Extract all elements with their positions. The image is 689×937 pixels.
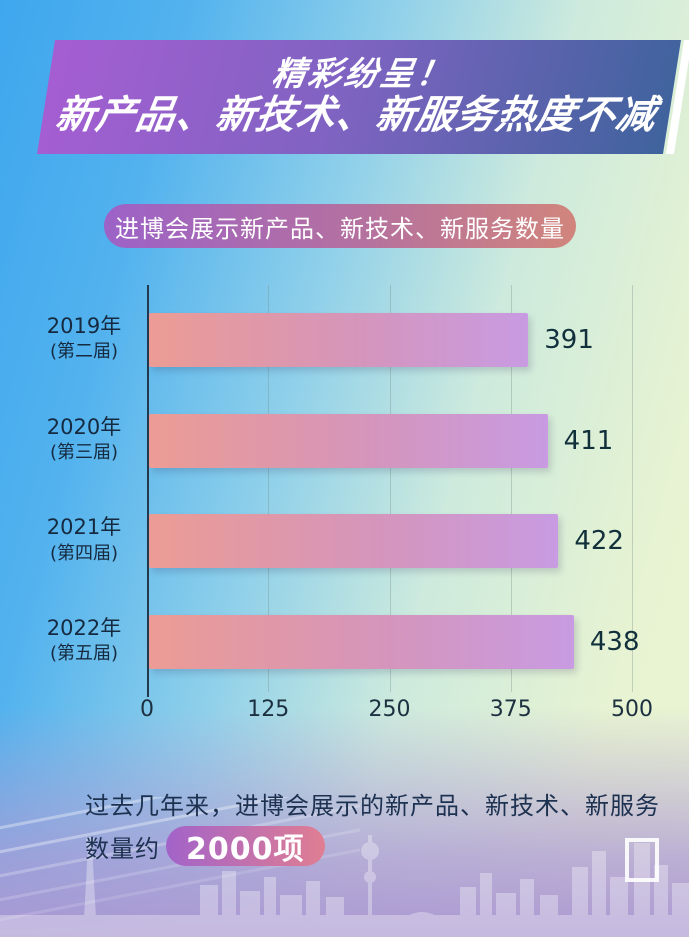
count-highlight-pill: 2000项 xyxy=(166,826,325,867)
count-highlight-label: 2000项 xyxy=(186,832,305,867)
category-label: 2021年 (第四届) xyxy=(28,513,140,566)
chart-subtitle-label: 进博会展示新产品、新技术、新服务数量 xyxy=(115,214,565,243)
category-label: 2020年 (第三届) xyxy=(28,413,140,466)
bar-chart: 0 125 250 375 500 2019年 (第二届) 391 2020年 (第三届) 411 2… xyxy=(0,283,689,743)
bar-value-label: 411 xyxy=(563,425,614,456)
bar-2021年 xyxy=(149,514,559,569)
x-tick-label-125: 125 xyxy=(247,697,290,722)
gridline-125 xyxy=(268,285,270,692)
category-year: 2022年 xyxy=(46,616,122,641)
footer-text-line1: 过去几年来，进博会展示的新产品、新技术、新服务 xyxy=(85,792,660,820)
bottom-gradient-wash xyxy=(0,707,689,937)
category-session: (第五届) xyxy=(49,643,119,665)
category-label: 2019年 (第二届) xyxy=(28,312,140,365)
bar-value-label: 438 xyxy=(589,627,640,658)
gridline-250 xyxy=(389,285,391,692)
x-tick-label-250: 250 xyxy=(368,697,411,722)
x-tick-label-375: 375 xyxy=(489,697,532,722)
bar-2019年 xyxy=(149,313,529,367)
category-session: (第四届) xyxy=(49,542,119,564)
category-year: 2019年 xyxy=(46,314,122,338)
gridline-500 xyxy=(632,285,633,692)
title-line1: 精彩纷呈！ xyxy=(269,53,456,93)
x-tick-label-500: 500 xyxy=(611,697,653,722)
footer-prefix-label: 数量约 xyxy=(85,834,160,863)
bar-value-label: 391 xyxy=(544,325,594,355)
gridline-375 xyxy=(510,285,512,692)
footer-text-line2: 数量约 2000项 xyxy=(85,826,325,867)
title-line2: 新产品、新技术、新服务热度不减 xyxy=(52,93,660,139)
bar-2020年 xyxy=(149,413,548,468)
x-tick-label-0: 0 xyxy=(140,697,154,722)
bar-value-label: 422 xyxy=(574,526,624,557)
category-year: 2020年 xyxy=(46,414,122,439)
title-banner: 精彩纷呈！ 新产品、新技术、新服务热度不减 xyxy=(36,40,682,154)
building-outline-icon xyxy=(625,838,659,882)
category-year: 2021年 xyxy=(46,515,122,540)
chart-subtitle-pill: 进博会展示新产品、新技术、新服务数量 xyxy=(104,204,576,248)
category-session: (第三届) xyxy=(49,442,119,464)
category-session: (第二届) xyxy=(49,341,119,363)
title-banner-text: 精彩纷呈！ 新产品、新技术、新服务热度不减 xyxy=(37,40,681,154)
category-label: 2022年 (第五届) xyxy=(28,614,140,667)
city-skyline-icon xyxy=(0,835,689,937)
y-axis-line xyxy=(147,285,149,697)
bar-2022年 xyxy=(149,615,574,670)
